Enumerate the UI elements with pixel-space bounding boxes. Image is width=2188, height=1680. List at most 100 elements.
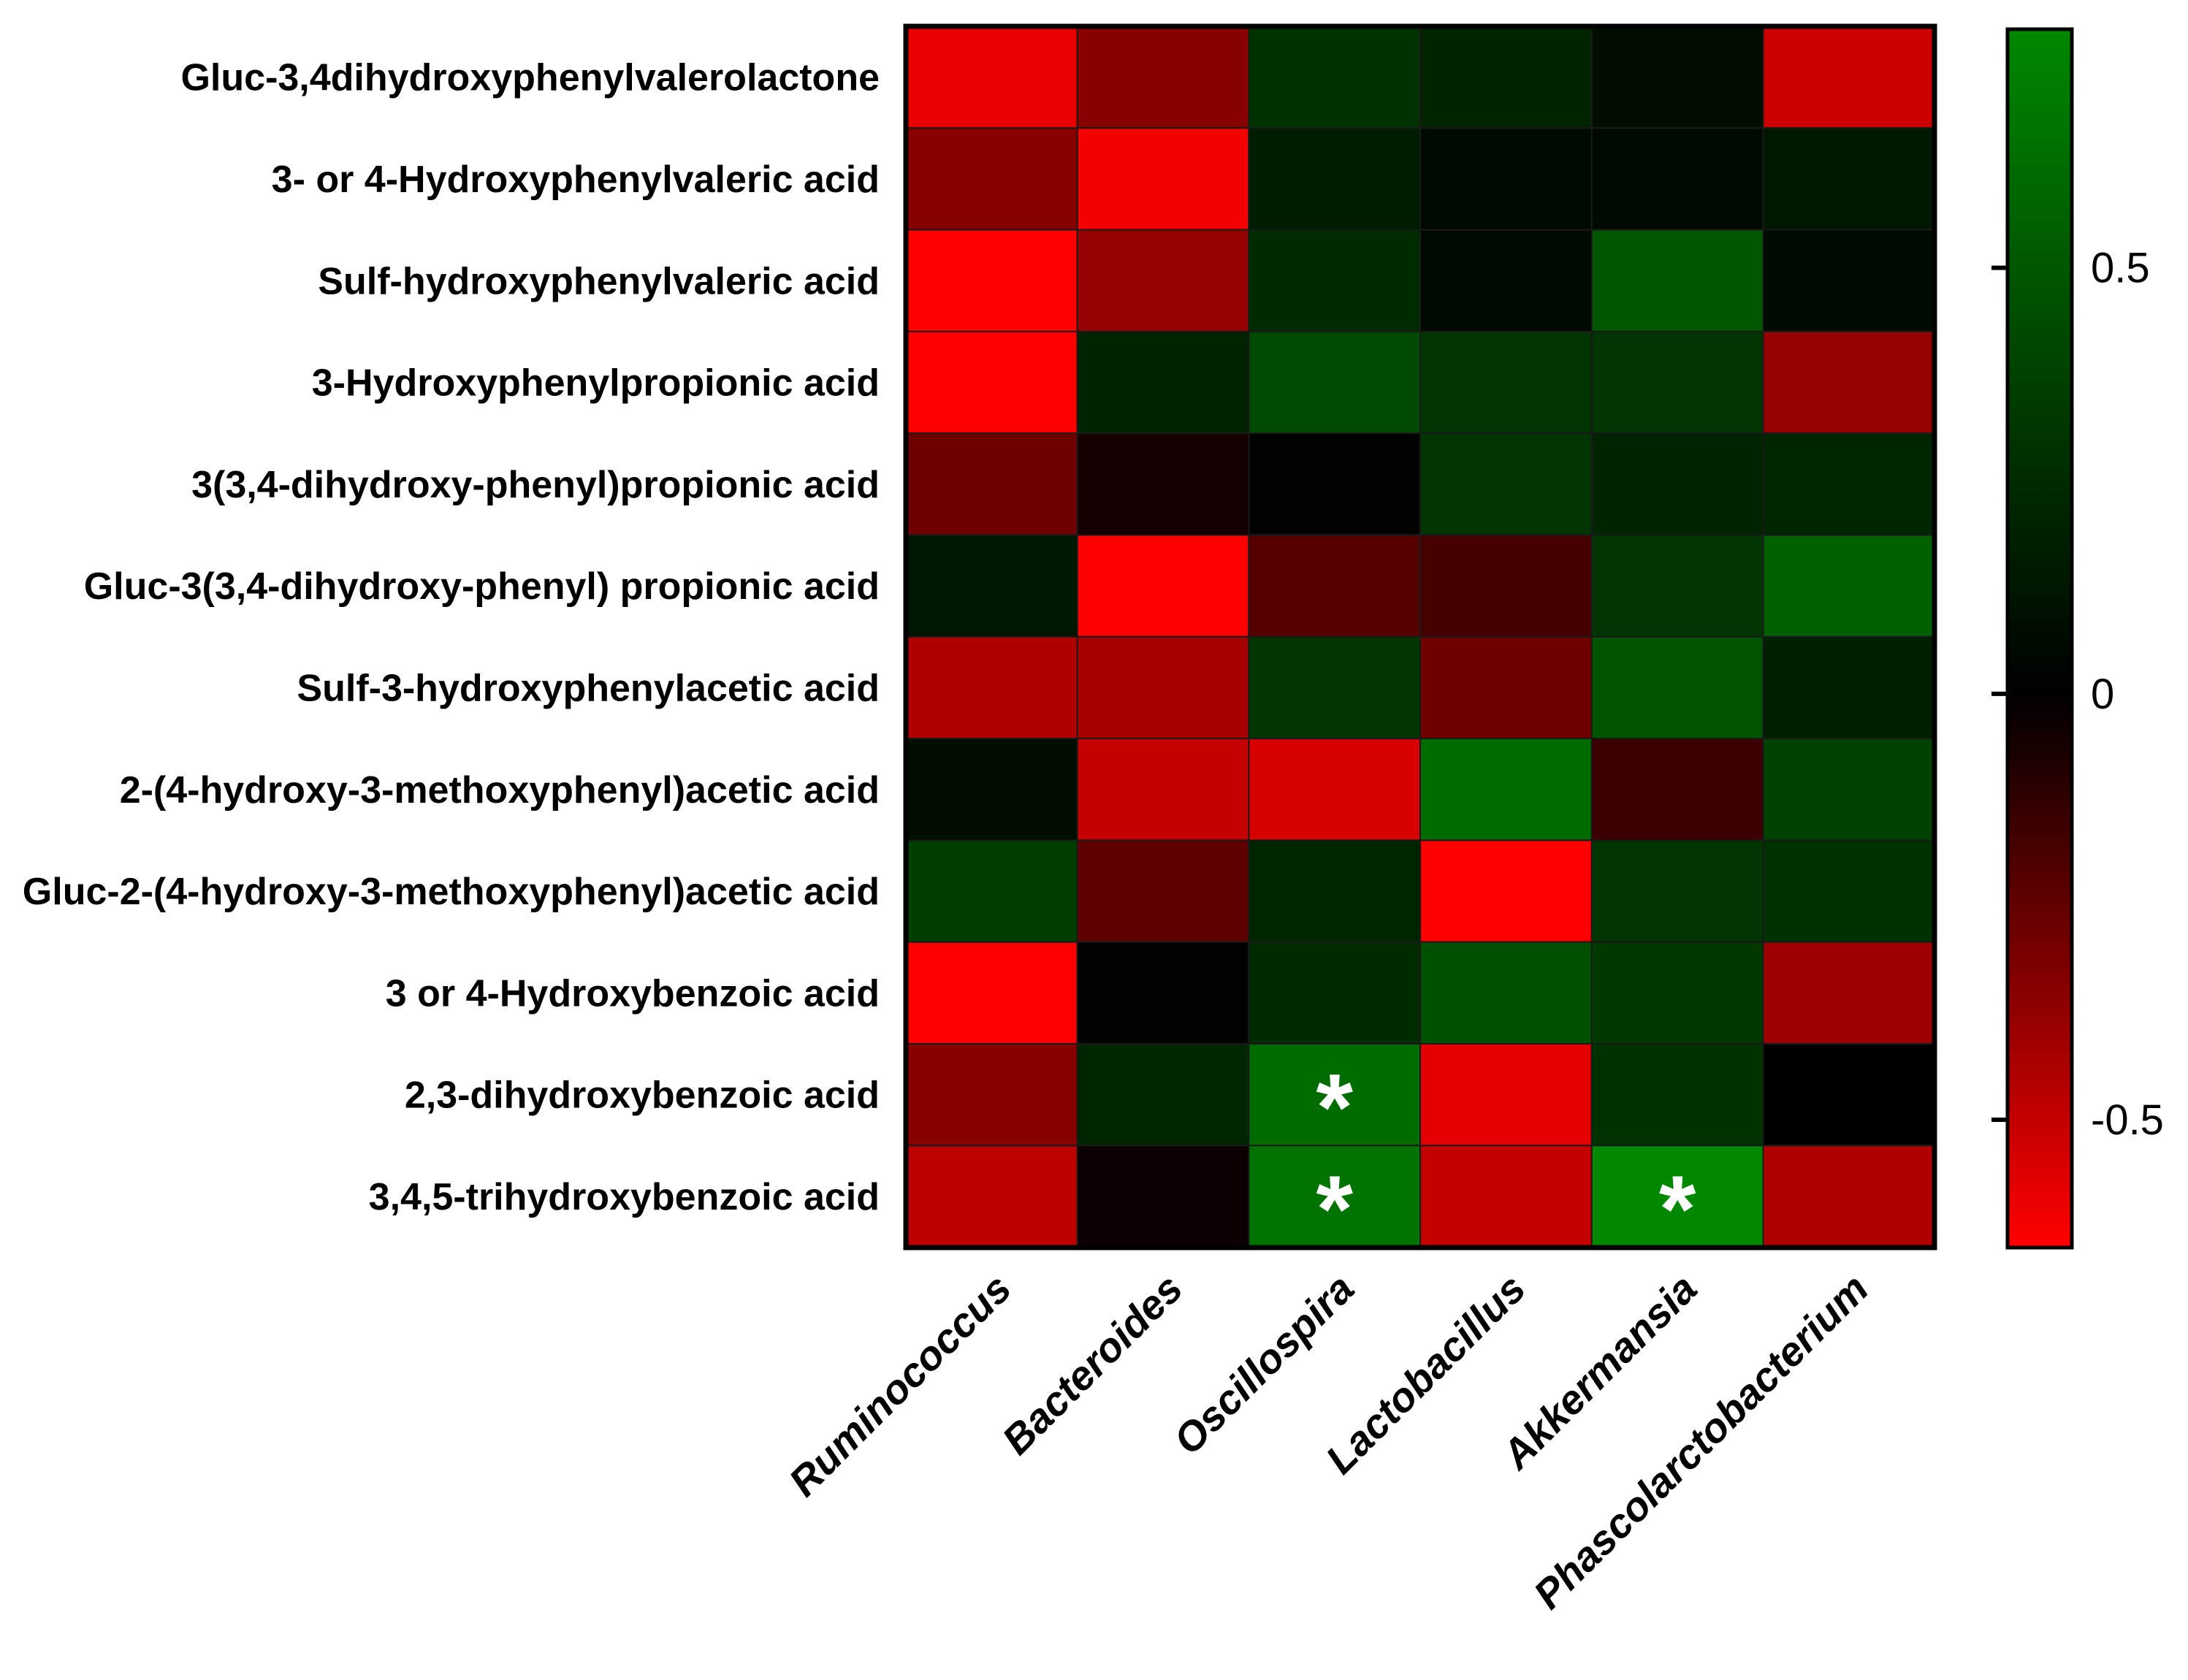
heatmap-cell — [1762, 1145, 1936, 1248]
heatmap-cell — [1762, 839, 1936, 943]
heatmap-cell — [1762, 127, 1936, 231]
heatmap-cell — [1248, 635, 1422, 740]
heatmap-cell — [1590, 1145, 1764, 1248]
heatmap-cell — [1419, 330, 1593, 435]
heatmap-cell — [1590, 229, 1764, 332]
heatmap-cell — [1762, 1043, 1936, 1147]
heatmap-cell — [1762, 432, 1936, 536]
row-label: Gluc-3,4dihydroxyphenylvalerolactone — [180, 57, 880, 99]
heatmap-cell — [1419, 432, 1593, 536]
heatmap-cell — [905, 941, 1078, 1045]
heatmap-cell — [1590, 534, 1764, 638]
heatmap-cell — [1590, 941, 1764, 1045]
heatmap-cell — [905, 1145, 1078, 1248]
colorbar-tick-label: 0.5 — [2091, 245, 2150, 292]
heatmap-cell — [1248, 229, 1422, 332]
colorbar-tick-label: 0 — [2091, 671, 2114, 718]
heatmap-cell — [905, 1043, 1078, 1147]
row-label: Sulf-hydroxyphenylvaleric acid — [318, 260, 880, 302]
row-label: 3-Hydroxyphenylpropionic acid — [312, 362, 880, 405]
heatmap-cell — [905, 738, 1078, 841]
row-label: 3,4,5-trihydroxybenzoic acid — [369, 1176, 880, 1218]
row-labels: Gluc-3,4dihydroxyphenylvalerolactone 3- o… — [23, 57, 880, 1218]
colorbar-tick-label: -0.5 — [2091, 1096, 2164, 1144]
heatmap-cell — [905, 432, 1078, 536]
heatmap-cell — [905, 839, 1078, 943]
heatmap-cell — [1762, 635, 1936, 740]
row-label: 3- or 4-Hydroxyphenylvaleric acid — [272, 159, 880, 201]
heatmap-cell — [1076, 229, 1250, 332]
row-label: 3 or 4-Hydroxybenzoic acid — [386, 972, 880, 1015]
row-label: Gluc-3(3,4-dihydroxy-phenyl) propionic a… — [84, 565, 880, 608]
heatmap-cell — [1248, 839, 1422, 943]
row-label: Sulf-3-hydroxyphenylacetic acid — [297, 667, 880, 709]
heatmap-cell — [1590, 1043, 1764, 1147]
heatmap-cell — [1590, 432, 1764, 536]
heatmap-cell — [1762, 534, 1936, 638]
heatmap-cell — [1419, 1043, 1593, 1147]
heatmap-cell — [1248, 1145, 1422, 1248]
row-label: 2-(4-hydroxy-3-methoxyphenyl)acetic acid — [120, 769, 880, 812]
heatmap-cell — [1248, 534, 1422, 638]
heatmap-cell — [1076, 839, 1250, 943]
heatmap-cell — [1419, 1145, 1593, 1248]
heatmap-cell — [1419, 229, 1593, 332]
heatmap-cell — [1762, 229, 1936, 332]
heatmap-cell — [1590, 330, 1764, 435]
heatmap-cell — [1076, 330, 1250, 435]
heatmap-cell — [1076, 432, 1250, 536]
heatmap-cell — [1076, 1145, 1250, 1248]
heatmap-cell — [1590, 127, 1764, 231]
heatmap-cell — [1076, 635, 1250, 740]
heatmap-cell — [1419, 941, 1593, 1045]
heatmap-cell — [1762, 330, 1936, 435]
heatmap-cells — [905, 26, 1936, 1248]
heatmap-cell — [1419, 127, 1593, 231]
heatmap-cell — [1419, 738, 1593, 841]
heatmap-cell — [1590, 26, 1764, 129]
significance-markers: ** * — [1316, 1054, 1696, 1262]
row-label: 2,3-dihydroxybenzoic acid — [405, 1074, 880, 1117]
column-label: Phascolarctobacterium — [1525, 1265, 1877, 1617]
heatmap-cell — [1076, 534, 1250, 638]
heatmap-cell — [1419, 26, 1593, 129]
heatmap-cell — [1419, 534, 1593, 638]
heatmap-cell — [1248, 738, 1422, 841]
heatmap-cell — [1248, 941, 1422, 1045]
significance-marker: * — [1659, 1156, 1696, 1262]
heatmap-cell — [1590, 738, 1764, 841]
heatmap-cell — [1248, 330, 1422, 435]
heatmap-cell — [1762, 941, 1936, 1045]
heatmap-cell — [905, 635, 1078, 740]
heatmap-cell — [1590, 839, 1764, 943]
heatmap-cell — [905, 26, 1078, 129]
heatmap-cell — [1248, 127, 1422, 231]
heatmap-cell — [905, 330, 1078, 435]
heatmap-cell — [1076, 1043, 1250, 1147]
heatmap-cell — [1076, 26, 1250, 129]
colorbar-ticks: 0.5 0 -0.5 — [1991, 245, 2164, 1144]
heatmap-cell — [905, 534, 1078, 638]
heatmap-cell — [1762, 26, 1936, 129]
heatmap-cell — [1590, 635, 1764, 740]
column-label: Ruminococcus — [779, 1265, 1019, 1505]
significance-marker: * — [1316, 1156, 1353, 1262]
heatmap-cell — [1419, 839, 1593, 943]
heatmap-cell — [1248, 1043, 1422, 1147]
heatmap-frame — [903, 23, 1937, 1251]
heatmap-cell — [1248, 432, 1422, 536]
heatmap-cell — [1762, 738, 1936, 841]
row-label: Gluc-2-(4-hydroxy-3-methoxyphenyl)acetic… — [23, 871, 880, 913]
heatmap-cell — [1076, 127, 1250, 231]
column-label: Bacteroides — [993, 1265, 1191, 1463]
heatmap-cell — [905, 127, 1078, 231]
column-labels: RuminococcusBacteroidesOscillospiraLacto… — [779, 1265, 1877, 1617]
significance-marker: * — [1316, 1054, 1353, 1161]
heatmap-cell — [1248, 26, 1422, 129]
heatmap-cell — [905, 229, 1078, 332]
heatmap-cell — [1076, 738, 1250, 841]
heatmap-cell — [1076, 941, 1250, 1045]
row-label: 3(3,4-dihydroxy-phenyl)propionic acid — [191, 464, 880, 506]
colorbar — [2005, 27, 2074, 1250]
